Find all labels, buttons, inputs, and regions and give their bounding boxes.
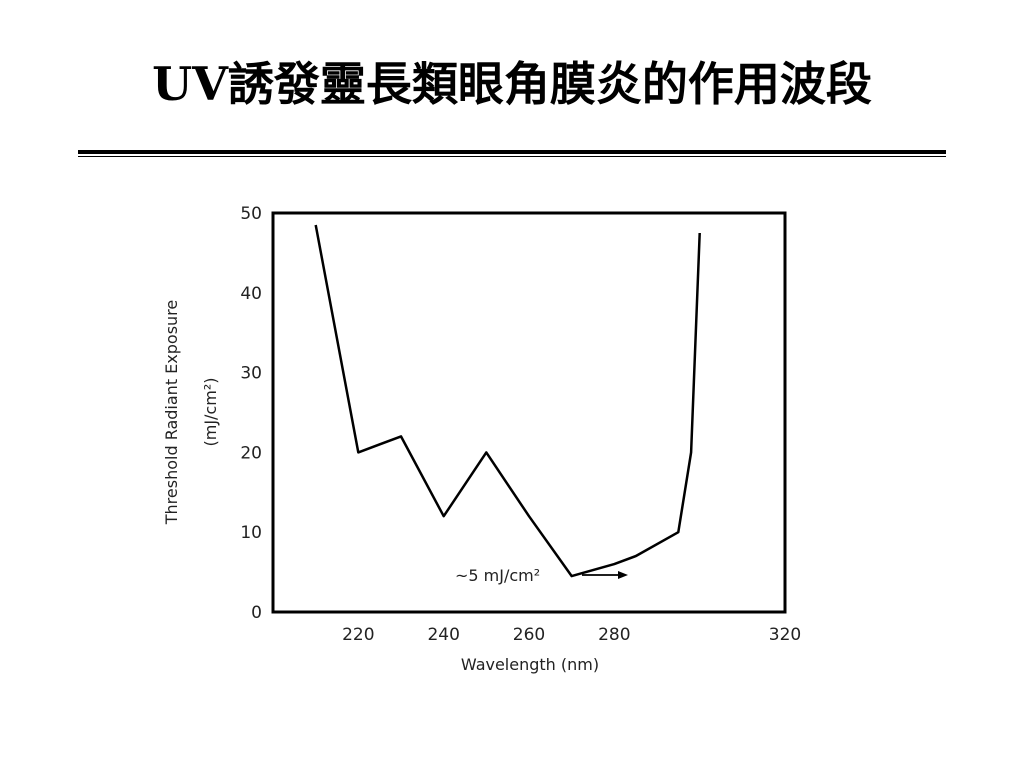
title-underline-thin — [78, 156, 946, 157]
x-tick-label: 320 — [769, 625, 801, 645]
annotation-arrow-head — [618, 571, 628, 579]
y-tick-label: 0 — [251, 603, 262, 623]
y-tick-label: 20 — [240, 443, 262, 463]
y-tick-label: 30 — [240, 364, 262, 384]
x-axis-label: Wavelength (nm) — [461, 655, 599, 674]
x-tick-label: 240 — [427, 625, 459, 645]
y-axis-unit: (mJ/cm²) — [201, 378, 220, 447]
plot-frame — [271, 211, 787, 614]
exposure-series-line — [314, 224, 701, 578]
annotation-label: ~5 mJ/cm² — [455, 566, 540, 585]
y-axis-ticks: 0 10 20 30 40 50 — [240, 204, 262, 623]
y-tick-label: 50 — [240, 204, 262, 224]
y-tick-label: 10 — [240, 523, 262, 543]
x-tick-label: 260 — [513, 625, 545, 645]
y-tick-label: 40 — [240, 284, 262, 304]
x-tick-label: 220 — [342, 625, 374, 645]
y-axis-label: Threshold Radiant Exposure — [162, 300, 181, 525]
slide-title: UV誘發靈長類眼角膜炎的作用波段 — [152, 57, 872, 111]
x-tick-label: 280 — [598, 625, 630, 645]
x-axis-ticks: 220 240 260 280 320 — [342, 625, 801, 645]
title-underline-thick — [78, 150, 946, 154]
